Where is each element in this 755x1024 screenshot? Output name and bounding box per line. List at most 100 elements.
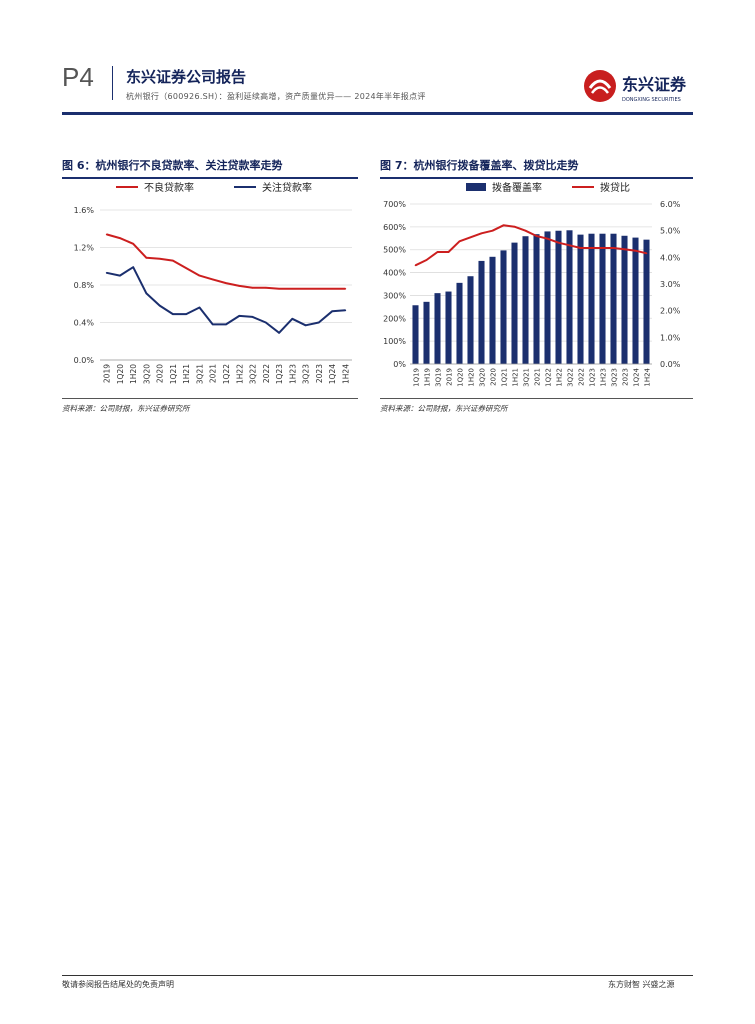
bar [423, 301, 430, 364]
x-tick-label: 1Q20 [116, 364, 125, 384]
y-right-tick-label: 1.0% [660, 333, 681, 342]
data-point-ratio [469, 236, 472, 239]
series-line-0 [106, 233, 346, 290]
x-tick-label: 2020 [156, 364, 165, 383]
data-point-0 [225, 282, 227, 284]
y-left-tick-label: 100% [383, 337, 406, 346]
x-tick-label: 3Q21 [195, 364, 204, 384]
bar [456, 282, 463, 364]
x-tick-label: 2019 [103, 364, 112, 383]
figure6-source: 资料来源：公司财报，东兴证券研究所 [62, 404, 190, 413]
y-right-tick-label: 5.0% [660, 227, 681, 236]
x-tick-label: 3Q23 [302, 364, 311, 384]
x-tick-label: 1Q23 [275, 364, 284, 384]
y-left-tick-label: 200% [383, 314, 406, 323]
x-tick-label: 1H24 [644, 367, 652, 386]
x-tick-label: 1Q20 [457, 368, 465, 387]
bar [533, 234, 540, 364]
y-tick-label: 0.8% [74, 281, 95, 290]
y-tick-label: 1.6% [74, 206, 95, 215]
y-right-tick-label: 2.0% [660, 307, 681, 316]
data-point-1 [185, 313, 188, 315]
figure6-source-rule [62, 398, 358, 399]
bar [621, 235, 628, 364]
x-tick-label: 1Q24 [633, 367, 641, 386]
y-left-tick-label: 600% [383, 223, 406, 232]
bar [632, 237, 639, 364]
series-line-1 [106, 266, 346, 334]
data-point-ratio [414, 264, 417, 267]
company-report-title: 东兴证券公司报告 [126, 68, 247, 86]
data-point-0 [318, 287, 320, 290]
y-right-tick-label: 6.0% [660, 200, 681, 209]
bar [489, 256, 496, 364]
legend-label-bar: 拨备覆盖率 [492, 181, 542, 194]
data-point-0 [185, 267, 188, 269]
x-tick-label: 3Q23 [611, 368, 619, 387]
header-divider [112, 66, 113, 100]
figure7-title: 图 7：杭州银行拨备覆盖率、拨贷比走势 [380, 159, 579, 172]
x-tick-label: 1Q23 [589, 368, 597, 387]
x-tick-label: 1H22 [556, 368, 564, 387]
x-tick-label: 2022 [262, 364, 271, 383]
data-point-0 [132, 242, 134, 245]
x-tick-label: 1Q21 [169, 364, 178, 384]
footer-slogan: 东方财智 兴盛之源 [608, 980, 675, 989]
data-point-ratio [568, 244, 571, 247]
data-point-1 [278, 332, 280, 334]
bar [434, 293, 441, 364]
legend-label-0: 不良贷款率 [144, 181, 194, 194]
data-point-ratio [458, 240, 461, 243]
data-point-ratio [447, 251, 450, 253]
x-tick-label: 3Q22 [567, 368, 575, 387]
bar [478, 260, 485, 364]
data-point-0 [278, 287, 280, 290]
y-left-tick-label: 0% [393, 360, 406, 369]
data-point-1 [225, 323, 227, 326]
figure6-title-rule [62, 177, 358, 179]
data-point-ratio [590, 247, 593, 249]
data-point-ratio [436, 251, 439, 253]
figure7-chart: 拨备覆盖率 拨贷比 0% 100% 200% 300% 400% 500% 600% 700% 0.… [383, 181, 681, 387]
y-right-tick-label: 0.0% [660, 360, 681, 369]
bar [555, 230, 562, 364]
bar [588, 233, 595, 364]
x-tick-label: 3Q21 [523, 368, 531, 387]
data-point-ratio [645, 252, 648, 255]
x-tick-label: 1H20 [129, 364, 138, 384]
bar [599, 233, 606, 364]
data-point-ratio [579, 247, 582, 249]
bar [544, 231, 551, 364]
x-tick-label: 2021 [209, 364, 218, 383]
data-point-1 [198, 306, 201, 309]
figure6-chart: 不良贷款率 关注贷款率 0.0% 0.4% 0.8% 1.2% 1.6% 2019 1Q20 1H… [74, 181, 352, 384]
data-point-0 [145, 257, 148, 259]
data-point-1 [172, 313, 174, 315]
data-point-0 [251, 287, 254, 289]
data-point-1 [119, 274, 121, 277]
logo-mark-icon [584, 70, 616, 102]
data-point-1 [318, 321, 320, 324]
x-tick-label: 1H20 [468, 368, 476, 387]
legend-swatch-bar [466, 183, 486, 191]
data-point-1 [331, 310, 333, 313]
x-tick-label: 1H23 [600, 368, 608, 387]
data-point-ratio [623, 248, 626, 251]
y-left-tick-label: 700% [383, 200, 406, 209]
x-tick-label: 3Q19 [435, 368, 443, 387]
y-tick-label: 0.0% [74, 356, 95, 365]
data-point-0 [105, 233, 108, 236]
x-tick-label: 1H24 [341, 364, 350, 384]
x-tick-label: 1H23 [288, 364, 297, 384]
data-point-0 [291, 287, 294, 290]
bar [643, 239, 650, 364]
logo-en-text: DONGXING SECURITIES [622, 97, 681, 103]
y-tick-label: 1.2% [74, 244, 95, 253]
data-point-1 [344, 309, 347, 312]
report-subtitle: 杭州银行（600926.SH）：盈利延续高增，资产质量优异—— 2024年半年报… [126, 92, 426, 101]
data-point-1 [211, 323, 214, 326]
data-point-1 [304, 324, 307, 327]
data-point-1 [291, 317, 294, 320]
x-tick-label: 3Q22 [249, 364, 258, 384]
data-point-ratio [546, 237, 549, 240]
